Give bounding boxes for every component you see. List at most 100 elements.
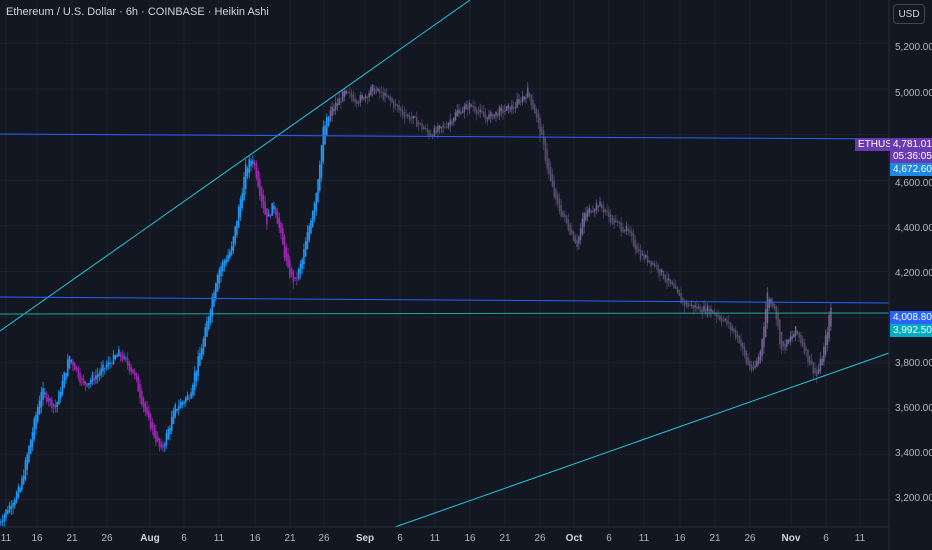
candle-body (491, 114, 494, 120)
candle-body (361, 95, 363, 100)
candle-body (800, 335, 802, 344)
candle-body (495, 111, 497, 116)
candle-body (632, 233, 635, 246)
currency-button[interactable]: USD (893, 4, 925, 24)
candle-body (19, 487, 21, 493)
candle-body (255, 163, 258, 179)
candle-body (371, 84, 374, 92)
candle-body (673, 283, 675, 289)
candle-body (778, 319, 781, 345)
candle-body (366, 96, 369, 98)
candle-body (389, 96, 392, 101)
candle-body (650, 260, 652, 267)
candle-body (821, 358, 823, 366)
candle-body (756, 360, 758, 367)
candle-body (216, 275, 219, 292)
candle-body (239, 198, 242, 218)
candle-body (405, 114, 407, 117)
candle-body (52, 403, 55, 407)
candle-body (281, 228, 284, 245)
candle-body (703, 305, 705, 312)
candle-body (766, 292, 769, 323)
candle-body (121, 354, 124, 361)
candle-body (160, 442, 162, 448)
candle-body (706, 305, 709, 312)
candle-body (558, 199, 561, 212)
candle-body (467, 106, 469, 111)
candle-body (176, 408, 178, 412)
candle-body (593, 209, 596, 212)
candle-body (451, 122, 453, 124)
candle-body (72, 360, 74, 366)
hline-resistance[interactable] (0, 133, 890, 140)
candle-body (571, 229, 573, 234)
candle-body (47, 397, 50, 402)
candle-body (222, 261, 224, 272)
candle-body (544, 137, 547, 161)
candle-body (667, 278, 670, 281)
candle-body (394, 104, 397, 106)
candle-body (17, 486, 20, 498)
x-tick-label: 26 (534, 533, 546, 544)
candle-body (213, 292, 215, 307)
candle-body (294, 277, 296, 279)
candle-body (107, 361, 110, 367)
x-tick-label: 26 (101, 533, 113, 544)
candle-body (364, 95, 367, 99)
candle-body (459, 111, 462, 115)
candle-body (304, 241, 307, 257)
candle-body (671, 281, 674, 286)
candle-body (623, 229, 626, 232)
candle-body (230, 246, 233, 255)
candle-body (412, 115, 414, 119)
candle-body (823, 347, 825, 362)
candle-body (370, 86, 372, 96)
candle-body (807, 349, 809, 363)
candle-body (49, 399, 51, 401)
candle-body (590, 210, 592, 213)
candle-body (10, 506, 13, 509)
candle-body (274, 207, 277, 216)
candle-body (525, 97, 527, 99)
candle-body (437, 125, 439, 132)
candle-body (403, 112, 406, 118)
candle-body (484, 114, 487, 119)
candle-body (637, 248, 640, 252)
grid-lines (0, 0, 889, 527)
candle-body (752, 367, 755, 369)
candle-body (257, 170, 259, 187)
candle-body (419, 123, 422, 125)
candle-body (521, 96, 524, 102)
candle-body (500, 107, 503, 112)
candle-body (280, 222, 282, 234)
x-tick-label: 16 (249, 533, 261, 544)
candle-body (144, 402, 147, 412)
candle-body (266, 208, 268, 225)
candle-body (24, 460, 27, 480)
candle-body (442, 126, 444, 128)
x-tick-label: 6 (397, 533, 403, 544)
candle-body (606, 210, 608, 212)
hline-cyan-support[interactable] (0, 312, 890, 315)
candle-body (338, 98, 340, 105)
candle-body (252, 160, 254, 164)
candle-body (694, 305, 696, 308)
candle-body (786, 339, 788, 347)
candle-body (470, 105, 473, 107)
trendline-lower[interactable] (394, 352, 890, 528)
x-tick-label: Oct (565, 533, 583, 544)
candle-body (798, 332, 800, 338)
candle-body (5, 509, 7, 519)
hline-blue-support[interactable] (0, 296, 890, 304)
candle-body (248, 159, 251, 173)
x-tick-label: 6 (823, 533, 829, 544)
candle-body (177, 406, 180, 411)
candle-body (641, 254, 644, 256)
candle-body (56, 402, 58, 408)
trendline-upper[interactable] (0, 0, 471, 332)
candle-body (237, 206, 240, 228)
candle-body (79, 373, 81, 383)
candle-body (722, 320, 725, 322)
candle-body (63, 372, 66, 388)
